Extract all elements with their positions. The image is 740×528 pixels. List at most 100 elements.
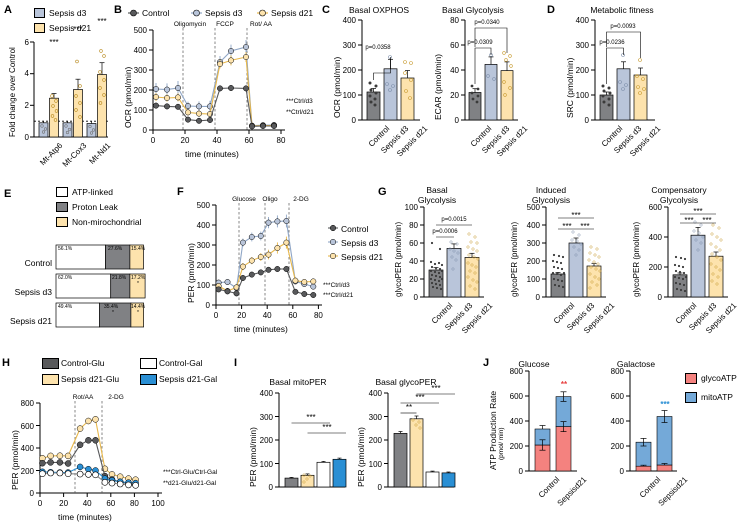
panel-i-sub1-ytick-100: 100 [259, 459, 273, 469]
legend-swatch-control-gal [140, 358, 157, 369]
panel-b-inj-fccp: FCCP [216, 21, 234, 28]
panel-c-sub2-pvalue-inner: p=0.0309 [467, 40, 493, 46]
panel-f-xtick-0: 0 [213, 311, 219, 320]
panel-g-sub2-ytick-300: 300 [526, 239, 540, 248]
panel-f-ytick-200: 200 [196, 261, 210, 270]
legend-label-sepsis-d21-glu: Sepsis d21-Glu [61, 374, 120, 384]
panel-g-sub3-ytick-400: 400 [648, 233, 662, 242]
panel-c-sub2-pvalue-outer: p=0.0340 [474, 20, 500, 26]
panel-i-sub1-ytick-300: 300 [259, 412, 273, 422]
panel-h-xtick-60: 60 [106, 499, 116, 508]
panel-e-row-label-sepsis-d21: Sepsis d21 [9, 316, 52, 326]
panel-h-ytick-400: 400 [20, 444, 34, 453]
panel-c-sub2-ytick-0: 0 [454, 116, 459, 125]
panel-b-ytick-100: 100 [133, 106, 147, 115]
panel-g-sub1-ytick-80: 80 [409, 221, 418, 230]
panel-j-sub1-ytick-600: 600 [509, 392, 523, 401]
panel-f-legend-sepsis-d21: Sepsis d21 [341, 252, 384, 262]
panel-c-sub1-ytick-200: 200 [342, 66, 356, 75]
panel-i-sub1-ytick-200: 200 [259, 436, 273, 445]
panel-c-sub2-title: Basal Glycolysis [442, 5, 504, 15]
panel-e-row-label-control: Control [24, 258, 52, 268]
panel-j-sub2-ytick-600: 600 [610, 392, 624, 401]
panel-f-note-1: ***Ctrl/d21 [323, 292, 354, 299]
panel-i-sub2-ytick-0: 0 [377, 483, 382, 492]
panel-d-title: Metabolic fitness [590, 5, 654, 15]
panel-b-xlabel: time (minutes) [185, 149, 239, 159]
legend-label-sepsis-d21-gal: Sepsis d21-Gal [159, 374, 218, 384]
panel-h: H Control-Glu Control-Gal Sepsis d21-Glu… [0, 345, 240, 528]
panel-h-label: H [2, 357, 10, 369]
panel-g-sub1-plot [420, 206, 484, 298]
panel-i-sub2-sig-1: *** [415, 393, 425, 402]
panel-c-sub1-pvalue: p=0.0358 [365, 45, 391, 51]
panel-j-sub1-ytick-0: 0 [518, 467, 523, 476]
panel-g-sub3-title1: Compensatory [651, 185, 707, 195]
legend-swatch-proton-leak [56, 202, 68, 212]
panel-d-ytick-300: 300 [575, 41, 589, 50]
panel-c-sub1-ytick-300: 300 [342, 41, 356, 50]
legend-swatch-sepsis-d21-gal [140, 374, 157, 385]
panel-f-xtick-40: 40 [262, 311, 272, 320]
legend-label-atp-linked: ATP-linked [72, 187, 113, 197]
panel-f: F PER (pmol/min) [176, 185, 383, 345]
panel-b-legend-control: Control [142, 8, 170, 18]
panel-f-ytick-100: 100 [196, 281, 210, 290]
panel-g: G Basal Glycolysis glycoPER (pmol/min) [376, 185, 740, 345]
panel-i-sub1-title: Basal mitoPER [269, 377, 327, 387]
panel-f-xlabel: time (minutes) [234, 324, 288, 334]
legend-label-mitoatp: mitoATP [701, 392, 733, 402]
panel-b-ytick-300: 300 [133, 66, 147, 75]
panel-d: D Metabolic fitness SRC (pmol/min) [520, 0, 740, 185]
legend-label-glycoatp: glycoATP [701, 373, 737, 383]
legend-swatch-sepsis-d21 [34, 23, 45, 33]
panel-a-plot [30, 41, 108, 138]
panel-h-xlabel: time (minutes) [58, 512, 112, 522]
panel-d-ytick-100: 100 [575, 91, 589, 100]
legend-swatch-non-mito [56, 217, 68, 227]
panel-j-sub2-title: Galactose [616, 359, 656, 369]
panel-a: A Sepsis d3 Sepsis d21 Fold change over … [0, 0, 115, 185]
legend-swatch-sepsis-d21-glu [42, 374, 59, 385]
panel-j-label: J [483, 357, 490, 369]
panel-i-sub1-sig-0: *** [306, 413, 316, 422]
panel-i-sub2-ytick-400: 400 [368, 389, 382, 398]
panel-d-pvalue-inner: p=0.0236 [599, 40, 625, 46]
panel-b: B Control Sepsis d3 Sepsis d21 OCR (pmol… [113, 0, 323, 185]
panel-d-ytick-200: 200 [575, 66, 589, 75]
panel-g-sub1-ytick-40: 40 [409, 257, 418, 266]
panel-d-ytick-400: 400 [575, 16, 589, 25]
panel-g-sub2-ytick-500: 500 [526, 203, 540, 212]
panel-i-sub1-ytick-400: 400 [259, 389, 273, 398]
panel-g-sub1-title1: Basal [426, 185, 448, 195]
panel-b-inj-oligomycin: Oligomycin [173, 21, 207, 28]
panel-f-ytick-400: 400 [196, 221, 210, 230]
panel-d-pvalue-outer: p=0.0093 [610, 24, 636, 30]
panel-i-sub2-ytick-100: 100 [368, 459, 382, 469]
panel-g-sub2-sig-1: *** [571, 211, 581, 220]
panel-g-sub1-ytick-100: 100 [404, 203, 418, 212]
panel-h-note-0: ***Ctrl-Glu/Ctrl-Gal [163, 469, 218, 476]
legend-swatch-sepsis-d3 [34, 8, 45, 18]
panel-g-sub3-sig-2: *** [702, 216, 712, 225]
panel-i-sub2-plot [384, 392, 456, 488]
panel-h-ytick-0: 0 [29, 489, 34, 498]
panel-b-label: B [114, 4, 122, 16]
panel-a-sig-2: *** [97, 17, 107, 26]
panel-e-row-label-sepsis-d3: Sepsis d3 [14, 287, 52, 297]
panel-g-sub1-ytick-0: 0 [413, 293, 418, 302]
panel-e-sig-d3-nonmito: * [137, 281, 139, 287]
panel-b-xtick-80: 80 [276, 136, 286, 145]
panel-g-sub3-sig-1: *** [693, 207, 703, 216]
legend-label-non-mito: Non-mirochondrial [72, 217, 142, 227]
legend-label-proton-leak: Proton Leak [72, 202, 118, 212]
panel-d-label: D [547, 4, 555, 16]
panel-g-sub3-ytick-0: 0 [657, 293, 662, 302]
panel-g-sub3-title2: Glycolysis [659, 195, 699, 205]
panel-i-sub1-ytick-0: 0 [268, 483, 273, 492]
panel-b-legend-sepsis-d21: Sepsis d21 [271, 8, 314, 18]
panel-b-legend-sepsis-d3: Sepsis d3 [205, 8, 243, 18]
panel-g-sub1-ytick-20: 20 [409, 275, 418, 284]
panel-i-sub2-title: Basal glycoPER [375, 377, 437, 387]
panel-f-label: F [177, 186, 184, 198]
